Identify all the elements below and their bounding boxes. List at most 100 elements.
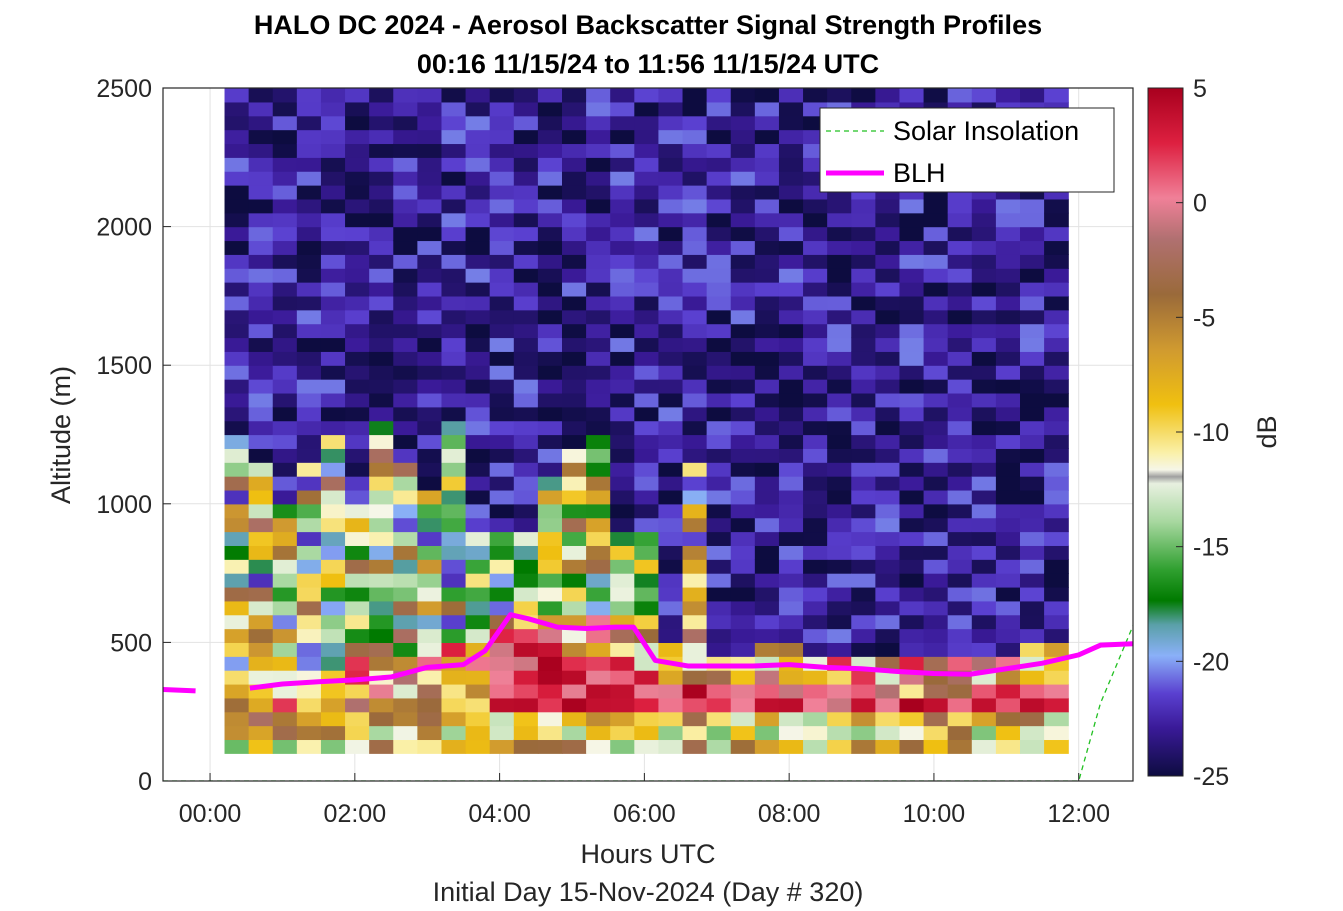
- heatmap-cell: [730, 295, 756, 311]
- heatmap-cell: [393, 586, 418, 602]
- heatmap-cell: [947, 573, 973, 588]
- heatmap-cell: [682, 212, 708, 228]
- heatmap-cell: [634, 295, 660, 311]
- heatmap-cell: [537, 434, 563, 449]
- heatmap-cell: [537, 379, 563, 394]
- heatmap-cell: [971, 545, 997, 560]
- heatmap-cell: [537, 697, 563, 713]
- heatmap-cell: [296, 420, 322, 436]
- heatmap-cell: [706, 157, 732, 172]
- heatmap-cell: [995, 434, 1021, 449]
- heatmap-cell: [899, 573, 925, 588]
- heatmap-cell: [417, 365, 443, 380]
- heatmap-cell: [682, 171, 708, 186]
- heatmap-cell: [513, 531, 539, 546]
- heatmap-cell: [513, 157, 539, 172]
- heatmap-cell: [296, 545, 322, 560]
- heatmap-cell: [586, 420, 611, 436]
- heatmap-cell: [923, 586, 949, 602]
- heatmap-cell: [1020, 600, 1045, 616]
- heatmap-cell: [441, 628, 467, 643]
- heatmap-cell: [754, 476, 780, 491]
- heatmap-cell: [393, 406, 418, 422]
- heatmap-cell: [537, 476, 563, 491]
- heatmap-cell: [754, 545, 780, 560]
- heatmap-cell: [345, 628, 370, 643]
- heatmap-cell: [658, 351, 684, 366]
- heatmap-cell: [778, 323, 804, 339]
- heatmap-cell: [296, 115, 322, 131]
- heatmap-cell: [827, 448, 852, 463]
- heatmap-cell: [369, 323, 394, 339]
- heatmap-cell: [923, 434, 949, 449]
- heatmap-cell: [778, 268, 804, 283]
- heatmap-cell: [923, 614, 949, 630]
- solar-insolation-line: [163, 625, 1133, 781]
- heatmap-cell: [899, 683, 925, 699]
- heatmap-cell: [899, 600, 925, 616]
- heatmap-cell: [923, 212, 949, 228]
- heatmap-cell: [778, 503, 804, 519]
- heatmap-cell: [224, 711, 250, 727]
- heatmap-cell: [610, 157, 635, 172]
- heatmap-cell: [706, 517, 732, 533]
- heatmap-cell: [899, 739, 925, 754]
- heatmap-cell: [417, 282, 443, 297]
- heatmap-cell: [971, 642, 997, 657]
- heatmap-cell: [803, 282, 828, 297]
- heatmap-cell: [899, 379, 925, 394]
- heatmap-cell: [320, 517, 346, 533]
- heatmap-cell: [296, 268, 322, 283]
- heatmap-cell: [1020, 614, 1045, 630]
- heatmap-cell: [730, 115, 756, 131]
- heatmap-cell: [272, 600, 298, 616]
- colorbar-tick-label: -25: [1193, 763, 1229, 791]
- heatmap-cell: [562, 268, 587, 283]
- heatmap-cell: [441, 171, 467, 186]
- heatmap-cell: [248, 226, 274, 242]
- heatmap-cell: [248, 545, 274, 560]
- heatmap-cell: [562, 489, 587, 505]
- heatmap-cell: [320, 198, 346, 214]
- heatmap-cell: [345, 212, 370, 228]
- heatmap-cell: [899, 420, 925, 436]
- heatmap-cell: [224, 379, 250, 394]
- heatmap-cell: [272, 559, 298, 574]
- heatmap-cell: [947, 586, 973, 602]
- heatmap-cell: [272, 739, 298, 754]
- heatmap-cell: [489, 254, 515, 269]
- heatmap-cell: [417, 406, 443, 422]
- heatmap-cell: [296, 254, 322, 269]
- heatmap-cell: [248, 254, 274, 269]
- heatmap-cell: [465, 143, 491, 158]
- heatmap-cell: [417, 711, 443, 727]
- heatmap-cell: [682, 489, 708, 505]
- x-tick-label: 06:00: [613, 800, 676, 828]
- heatmap-cell: [537, 309, 563, 325]
- heatmap-cell: [610, 309, 635, 325]
- heatmap-cell: [827, 476, 852, 491]
- heatmap-cell: [634, 101, 660, 117]
- heatmap-cell: [754, 434, 780, 449]
- heatmap-cell: [995, 670, 1021, 685]
- x-tick-label: 02:00: [324, 800, 387, 828]
- heatmap-cell: [730, 628, 756, 643]
- heatmap-cell: [1020, 476, 1045, 491]
- heatmap-cell: [947, 226, 973, 242]
- heatmap-cell: [706, 739, 732, 754]
- heatmap-cell: [537, 656, 563, 671]
- heatmap-cell: [995, 392, 1021, 408]
- heatmap-cell: [465, 614, 491, 630]
- heatmap-cell: [369, 600, 394, 616]
- heatmap-cell: [827, 379, 852, 394]
- colorbar-ticks: 50-5-10-15-20-25: [1176, 75, 1229, 791]
- heatmap-cell: [465, 697, 491, 713]
- heatmap-cell: [320, 420, 346, 436]
- heatmap-cell: [778, 628, 804, 643]
- heatmap-cell: [224, 448, 250, 463]
- heatmap-cell: [875, 198, 901, 214]
- heatmap-cell: [586, 337, 611, 352]
- heatmap-cell: [778, 101, 804, 117]
- heatmap-cell: [224, 101, 250, 117]
- heatmap-cell: [706, 683, 732, 699]
